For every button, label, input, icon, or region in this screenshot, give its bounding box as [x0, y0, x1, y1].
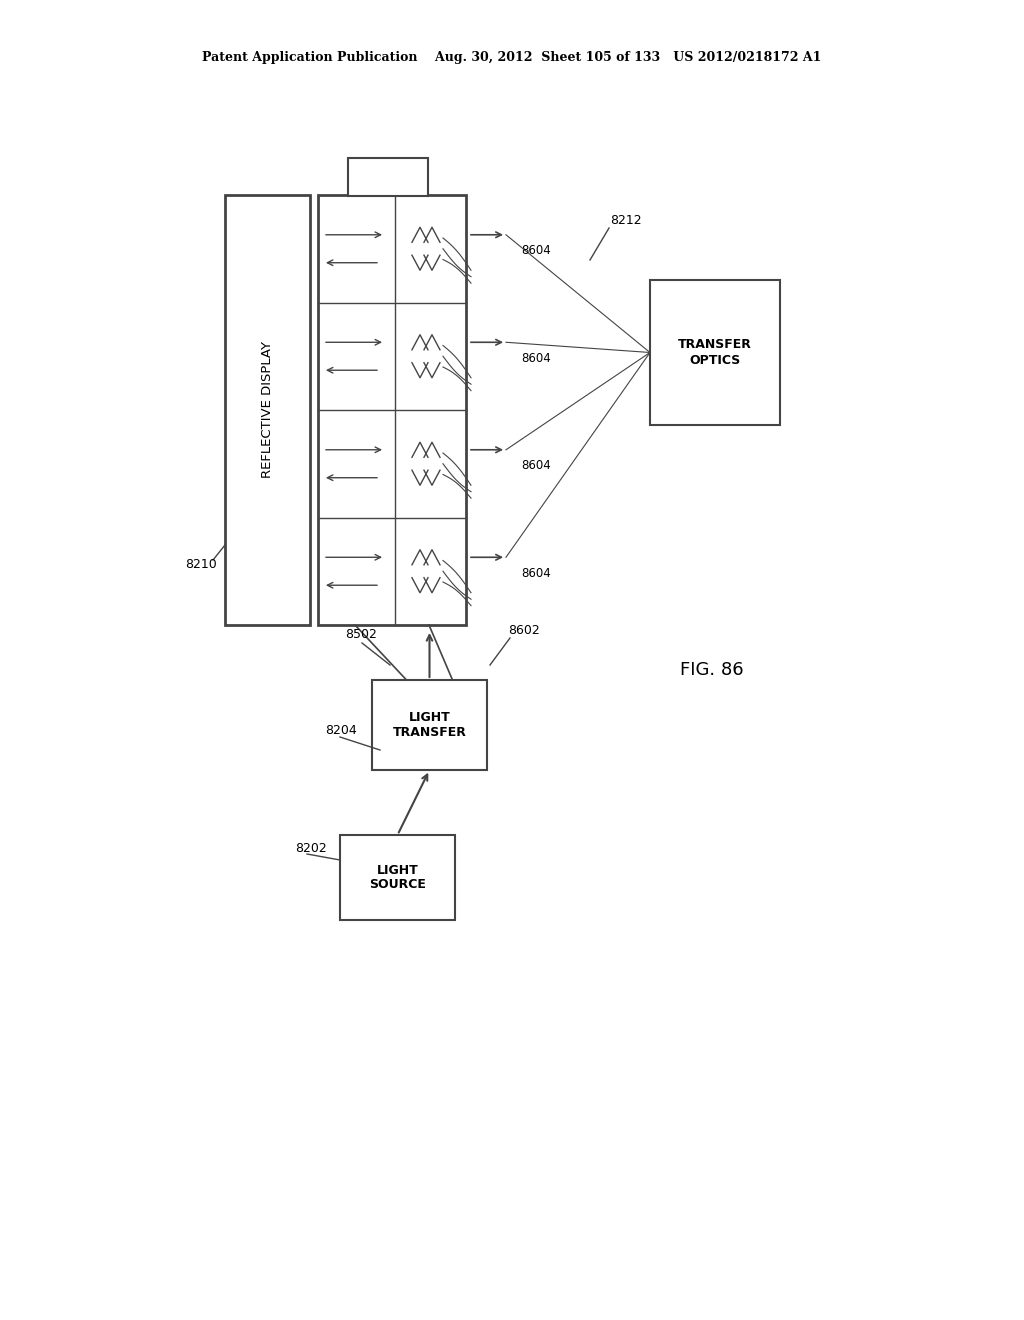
- Bar: [340, 836, 455, 920]
- Text: Patent Application Publication    Aug. 30, 2012  Sheet 105 of 133   US 2012/0218: Patent Application Publication Aug. 30, …: [203, 51, 821, 65]
- Text: 8212: 8212: [610, 214, 642, 227]
- Bar: [650, 280, 780, 425]
- Text: 8604: 8604: [521, 566, 551, 579]
- Text: TRANSFER
OPTICS: TRANSFER OPTICS: [678, 338, 752, 367]
- Text: LIGHT
SOURCE: LIGHT SOURCE: [369, 863, 426, 891]
- Text: 8602: 8602: [508, 623, 540, 636]
- Text: 8202: 8202: [295, 842, 327, 854]
- Text: REFLECTIVE DISPLAY: REFLECTIVE DISPLAY: [261, 342, 274, 479]
- Text: FIG. 86: FIG. 86: [680, 661, 743, 678]
- Bar: [348, 158, 428, 195]
- Text: 8604: 8604: [521, 352, 551, 364]
- Text: 8204: 8204: [325, 723, 356, 737]
- Bar: [225, 195, 310, 624]
- Text: 8210: 8210: [185, 558, 217, 572]
- Text: LIGHT
TRANSFER: LIGHT TRANSFER: [392, 711, 467, 739]
- Bar: [318, 195, 466, 624]
- Bar: [372, 680, 487, 770]
- Text: 8604: 8604: [521, 244, 551, 257]
- Text: 8604: 8604: [521, 459, 551, 473]
- Text: 8502: 8502: [345, 628, 377, 642]
